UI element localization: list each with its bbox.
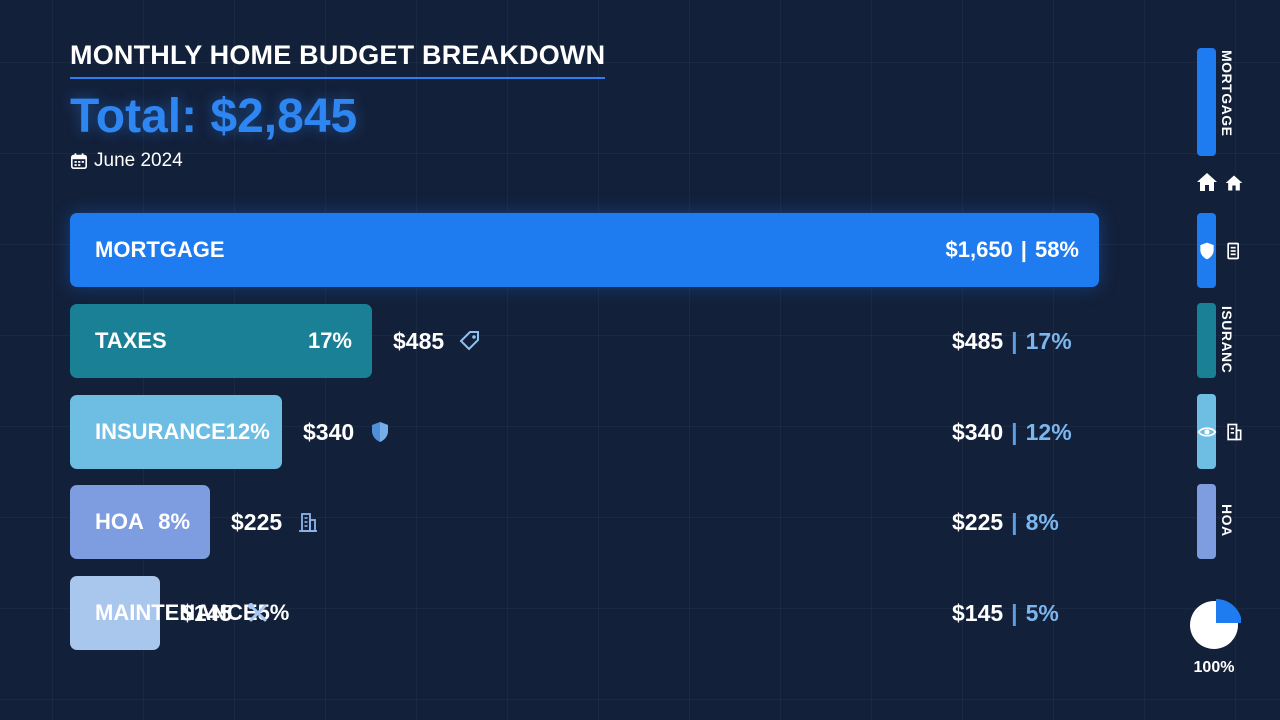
date-line: June 2024 — [70, 150, 605, 172]
summary-amount: $225 — [952, 508, 1004, 535]
bar-outside-value: $340 — [303, 395, 392, 469]
side-pill-insurance — [1197, 303, 1216, 378]
home-icon — [1225, 175, 1243, 191]
building-icon — [1227, 423, 1242, 441]
tag-icon — [459, 331, 480, 351]
bar-percent-label: 8% — [158, 509, 190, 534]
bar-mortgage: MORTGAGE $1,650 | 58% — [70, 213, 1099, 287]
summary-value: $145 | 5% — [952, 576, 1059, 650]
bar-percent-label: 17% — [307, 328, 352, 353]
bar-percent-label: 5% — [257, 600, 290, 625]
bar-label: MAINTENANCE — [95, 600, 258, 625]
separator: | — [1011, 599, 1018, 626]
summary-amount: $485 — [952, 327, 1004, 354]
bar-row-taxes: TAXES 17% $485 $485 | 17% — [70, 304, 1110, 378]
summary-amount: $145 — [952, 599, 1004, 626]
summary-percent: 5% — [1025, 599, 1059, 626]
header: MONTHLY HOME BUDGET BREAKDOWN Total: $2,… — [70, 40, 606, 172]
tools-icon — [248, 603, 267, 622]
bar-outside-value: $145 — [181, 576, 270, 650]
bar-row-hoa: HOA 8% $225 $225 | 8% — [70, 485, 1110, 559]
summary-percent: 17% — [1025, 327, 1072, 354]
separator: | — [1011, 508, 1018, 535]
bar-row-maintenance: MAINTENANCE 5% $145 $145 | 5% — [70, 576, 1110, 650]
side-pill-mortgage — [1197, 48, 1216, 156]
bar-outside-value: $225 — [231, 485, 320, 559]
summary-percent: 8% — [1025, 508, 1059, 535]
value-label: $1,650 — [945, 237, 1013, 262]
pie-chart — [1190, 598, 1242, 649]
side-label-mortgage: MORTGAGE — [1219, 50, 1235, 137]
bar-label: MORTGAGE — [95, 237, 225, 262]
date-text: June 2024 — [94, 150, 183, 171]
summary-value: $225 | 8% — [952, 485, 1059, 559]
side-legend: MORTGAGE ISURANC HOA — [1197, 0, 1257, 720]
value-label: $145 — [181, 599, 233, 626]
value-label: $340 — [303, 418, 355, 445]
summary-value: $485 | 17% — [952, 304, 1072, 378]
separator: | — [1011, 327, 1018, 354]
summary-value: $340 | 12% — [952, 395, 1072, 469]
value-label: $485 — [393, 327, 445, 354]
pie-label: 100% — [1193, 659, 1235, 676]
eye-shield-icon — [1197, 427, 1217, 437]
pie-slice — [1216, 598, 1242, 623]
total-pie: 100% — [1186, 598, 1242, 677]
side-pill-hoa — [1197, 484, 1216, 559]
bar-row-mortgage: MORTGAGE $1,650 | 58% — [70, 213, 1110, 287]
total-amount: Total: $2,845 — [70, 90, 358, 143]
document-icon — [1227, 242, 1239, 260]
bar-row-insurance: INSURANCE 12% $340 $340 | 12% — [70, 395, 1110, 469]
bar-percent-label: 12% — [225, 419, 270, 444]
home-icon — [1197, 173, 1217, 191]
bar-label: TAXES — [95, 328, 167, 353]
percent-label: 58% — [1034, 237, 1079, 262]
page-title: MONTHLY HOME BUDGET BREAKDOWN — [70, 40, 606, 79]
summary-percent: 12% — [1025, 418, 1072, 445]
bar-taxes: TAXES 17% — [70, 304, 372, 378]
building-icon — [299, 513, 318, 532]
summary-amount: $340 — [952, 418, 1004, 445]
calendar-icon — [70, 153, 88, 170]
bar-outside-value: $485 — [393, 304, 482, 378]
bar-value-label: $1,650 | 58% — [945, 237, 1080, 262]
side-label-hoa: HOA — [1219, 504, 1235, 537]
bar-hoa: HOA 8% — [70, 485, 210, 559]
bar-insurance: INSURANCE 12% — [70, 395, 282, 469]
shield-icon — [372, 422, 389, 442]
shield-icon — [1200, 242, 1214, 260]
bar-maintenance: MAINTENANCE 5% — [70, 576, 289, 650]
separator: | — [1011, 418, 1018, 445]
value-label: $225 — [231, 508, 283, 535]
bar-label: HOA — [95, 509, 144, 534]
side-label-insurance: ISURANC — [1219, 306, 1235, 374]
bar-label: INSURANCE — [95, 419, 226, 444]
